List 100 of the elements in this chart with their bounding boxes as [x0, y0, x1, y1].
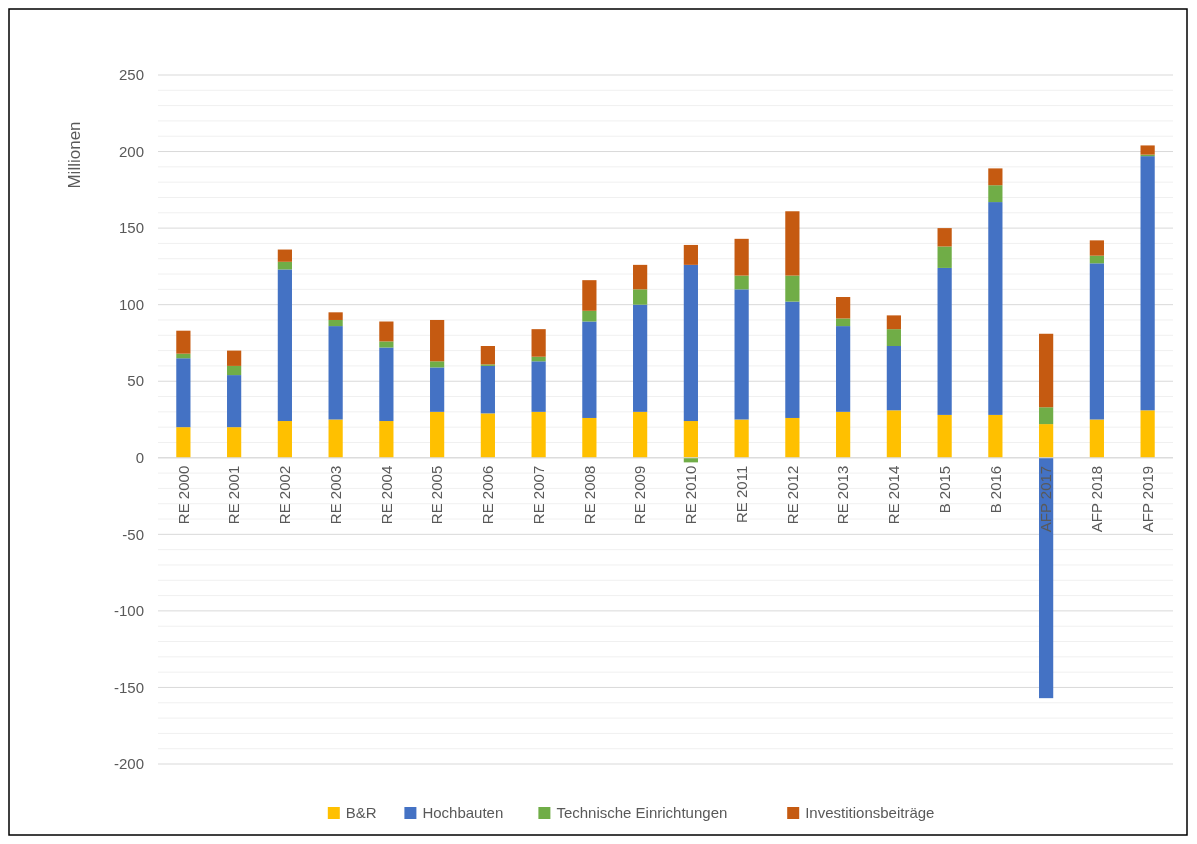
bar: [886, 410, 901, 458]
bar: [937, 267, 952, 415]
bar: [328, 419, 343, 458]
x-tick-label: AFP 2019: [1138, 465, 1156, 533]
bar: [1140, 410, 1155, 458]
bar: [1140, 156, 1155, 411]
x-tick-label: RE 2007: [529, 465, 547, 525]
bar: [582, 321, 597, 418]
bar: [379, 421, 394, 458]
bar: [785, 301, 800, 418]
bar: [277, 249, 292, 262]
x-tick-label: RE 2000: [174, 465, 192, 525]
bar: [430, 319, 445, 362]
bar: [227, 375, 242, 428]
bar: [582, 417, 597, 458]
bar: [785, 275, 800, 302]
x-tick-label: RE 2008: [580, 465, 598, 525]
bar: [836, 326, 851, 412]
bar: [176, 330, 191, 354]
bar: [277, 269, 292, 422]
bar: [988, 202, 1003, 415]
x-tick-label: RE 2010: [682, 465, 700, 525]
bar: [683, 264, 698, 422]
bar: [836, 411, 851, 458]
bar: [379, 347, 394, 422]
x-tick-label: RE 2006: [479, 465, 497, 525]
y-tick-label: -150: [113, 678, 144, 696]
bar: [1089, 419, 1104, 458]
x-tick-label: B 2016: [986, 465, 1004, 514]
bar: [937, 228, 952, 247]
bar: [531, 411, 546, 458]
legend-label: Investitionsbeiträge: [805, 804, 935, 822]
y-tick-label: 150: [118, 219, 144, 237]
bar: [227, 350, 242, 366]
bar: [734, 238, 749, 276]
bar: [277, 421, 292, 458]
x-tick-label: RE 2002: [276, 465, 294, 525]
bar: [176, 427, 191, 458]
bar: [785, 417, 800, 458]
bar: [379, 341, 394, 348]
bar: [582, 280, 597, 311]
y-tick-label: -50: [122, 525, 144, 543]
bar: [328, 319, 343, 327]
y-tick-label: 0: [135, 449, 144, 467]
bar: [1089, 255, 1104, 264]
bar: [734, 289, 749, 420]
bar: [227, 427, 242, 458]
bar: [734, 419, 749, 458]
y-tick-label: 200: [118, 142, 144, 160]
bar: [937, 414, 952, 458]
x-tick-label: B 2015: [935, 465, 953, 514]
bar: [988, 414, 1003, 458]
bar: [1089, 263, 1104, 420]
bar: [886, 315, 901, 330]
bar: [531, 361, 546, 412]
bar: [785, 211, 800, 276]
bar: [633, 304, 648, 412]
bar: [480, 413, 495, 458]
x-tick-label: RE 2003: [326, 465, 344, 525]
bar: [683, 421, 698, 458]
bar: [1140, 145, 1155, 155]
bar: [886, 329, 901, 347]
bar: [1039, 424, 1054, 458]
y-tick-label: 50: [127, 372, 144, 390]
x-tick-label: RE 2009: [631, 465, 649, 525]
y-tick-label: 250: [118, 66, 144, 84]
x-tick-label: RE 2013: [834, 465, 852, 525]
bar: [988, 168, 1003, 186]
bar: [328, 312, 343, 320]
legend-label: Hochbauten: [422, 804, 504, 822]
bar: [176, 358, 191, 428]
bar: [683, 244, 698, 265]
bar: [277, 261, 292, 270]
x-tick-label: RE 2005: [428, 465, 446, 525]
bar: [988, 185, 1003, 203]
bar: [582, 310, 597, 322]
x-tick-label: RE 2011: [732, 465, 750, 524]
bar: [1039, 407, 1054, 425]
bar: [633, 289, 648, 305]
bar: [937, 246, 952, 268]
bar: [430, 411, 445, 458]
bar: [734, 275, 749, 290]
x-tick-label: AFP 2018: [1088, 465, 1106, 533]
bar: [1039, 333, 1054, 408]
x-tick-label: RE 2014: [885, 465, 903, 525]
bar: [430, 367, 445, 412]
bar: [430, 361, 445, 368]
bar: [531, 329, 546, 357]
y-axis-title: Millionen: [65, 121, 84, 189]
bar: [886, 346, 901, 411]
bar: [379, 321, 394, 342]
bar: [1089, 240, 1104, 256]
bar: [633, 411, 648, 458]
bar: [480, 346, 495, 365]
x-tick-label: RE 2012: [783, 465, 801, 525]
y-tick-label: 100: [118, 295, 144, 313]
y-tick-label: -100: [113, 602, 144, 620]
bar: [633, 264, 648, 290]
x-tick-label: RE 2001: [225, 465, 243, 525]
legend-label: Technische Einrichtungen: [556, 804, 728, 822]
